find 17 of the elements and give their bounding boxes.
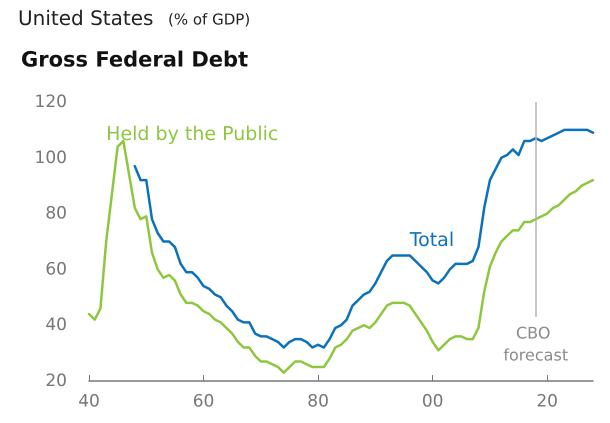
ref-line-label: CBO forecast — [503, 323, 568, 364]
x-tick-label: 60 — [192, 392, 214, 412]
y-tick-label: 60 — [45, 259, 67, 280]
x-tick-label: 80 — [307, 392, 329, 412]
y-tick-label: 120 — [34, 92, 67, 112]
series-label: Total — [408, 228, 454, 251]
y-tick-label: 80 — [45, 204, 67, 224]
y-tick-label: 20 — [45, 371, 67, 391]
chart-title: Gross Federal Debt — [21, 48, 248, 72]
x-tick-label: 00 — [422, 392, 444, 412]
series-label: Held by the Public — [106, 122, 278, 145]
text: (% of GDP) — [168, 10, 250, 28]
y-tick-label: 40 — [45, 315, 67, 336]
x-tick-label: 40 — [78, 392, 100, 412]
text: United States — [18, 6, 154, 30]
x-tick-label: 20 — [536, 392, 558, 412]
y-tick-label: 100 — [34, 148, 67, 168]
